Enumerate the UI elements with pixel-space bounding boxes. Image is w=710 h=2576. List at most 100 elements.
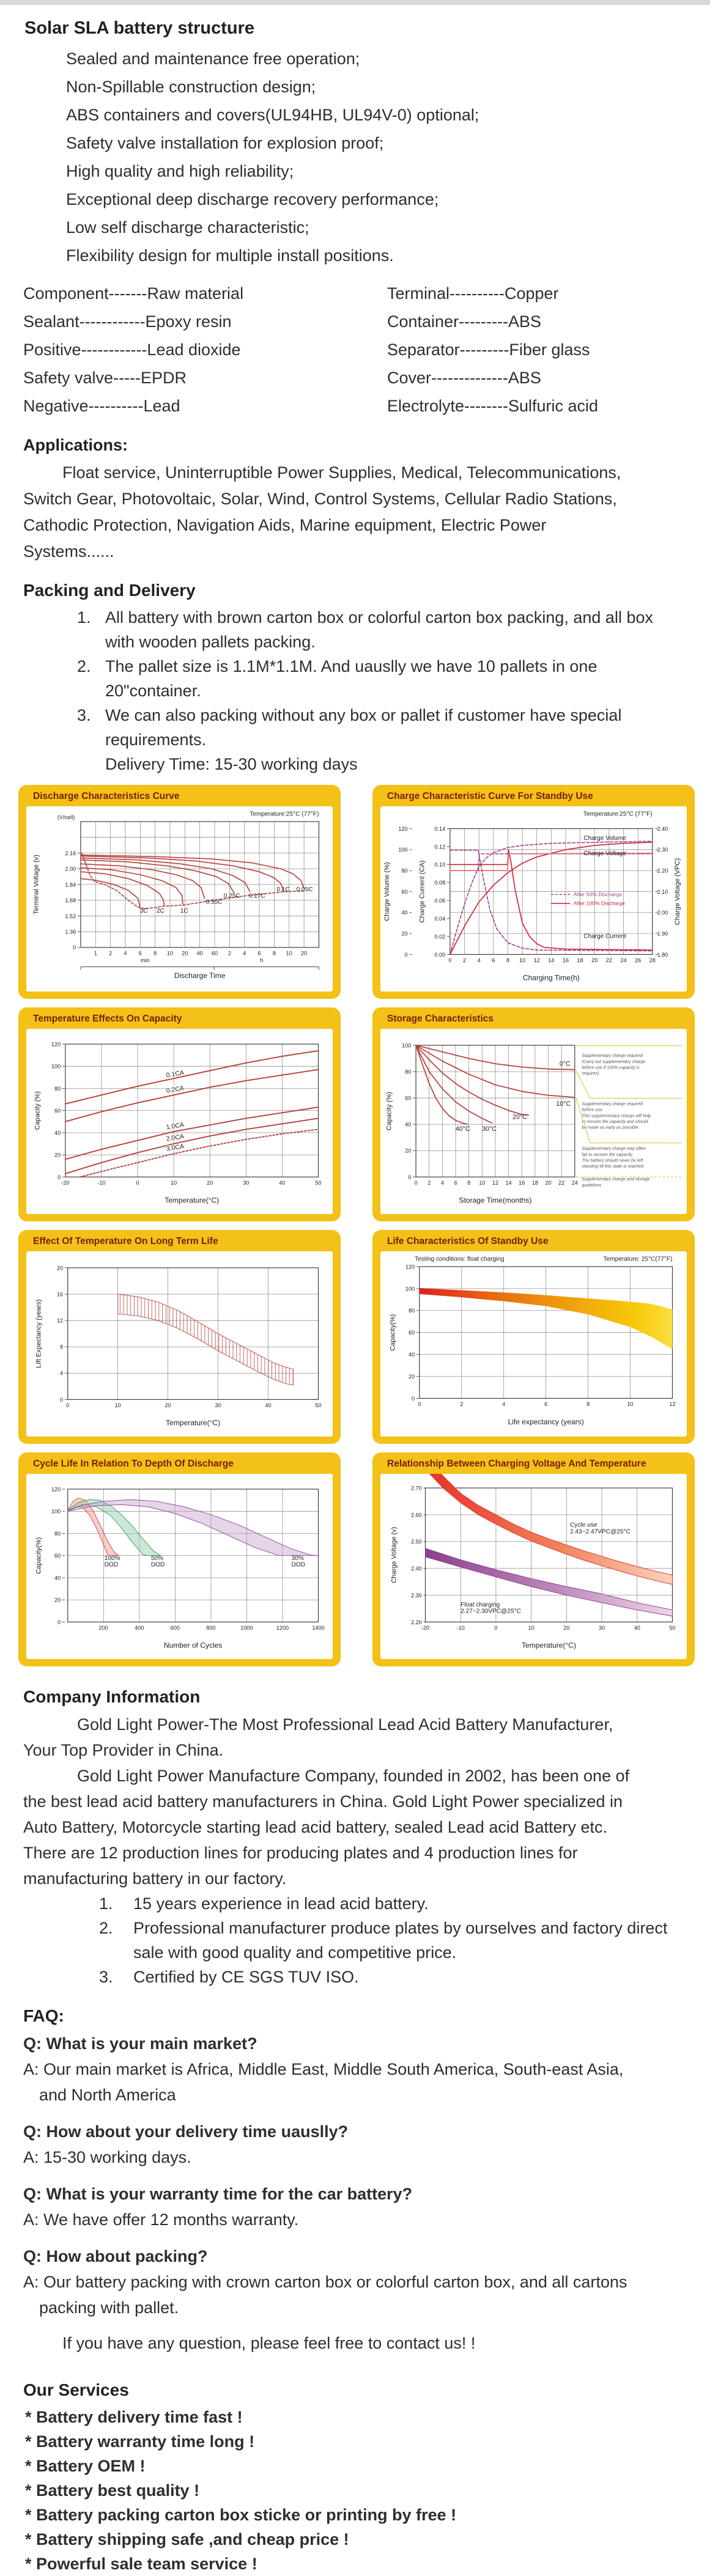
chart-panel-effect-temperature-long-term-life: Effect Of Temperature On Long Term Life 0… xyxy=(18,1230,341,1444)
chart-title: Effect Of Temperature On Long Term Life xyxy=(33,1236,218,1246)
svg-text:8: 8 xyxy=(467,1180,470,1186)
svg-text:40: 40 xyxy=(409,1352,415,1358)
text-line: Certified by CE SGS TUV ISO. xyxy=(133,1968,359,1986)
svg-text:Charge Voltage (v): Charge Voltage (v) xyxy=(390,1527,398,1583)
faq-heading: FAQ: xyxy=(23,2006,64,2025)
svg-text:2: 2 xyxy=(109,950,112,956)
svg-text:100: 100 xyxy=(51,1064,61,1070)
components-table: Component-------Raw material Sealant-----… xyxy=(23,279,710,420)
svg-text:100: 100 xyxy=(51,1509,61,1515)
svg-text:6: 6 xyxy=(492,957,495,963)
chart-cycle-life-depth-of-discharge: 200 400 600 800 1000 1200 1400 0 20 40 60 80 100 120 1… xyxy=(35,1486,324,1649)
svg-text:1200: 1200 xyxy=(276,1625,289,1631)
numbered-item: 3. We can also packing without any box or… xyxy=(77,703,710,752)
text-line: Cathodic Protection, Navigation Aids, Ma… xyxy=(23,516,547,534)
svg-text:2.16: 2.16 xyxy=(65,850,76,856)
text-line: Component-------Raw material xyxy=(23,284,244,303)
svg-text:Temperature: 25°C(77°F): Temperature: 25°C(77°F) xyxy=(604,1256,673,1262)
svg-text:100%DOD: 100% DOD xyxy=(105,1555,120,1569)
svg-text:4: 4 xyxy=(502,1401,505,1407)
top-divider-bar xyxy=(0,0,710,5)
text-line: Positive------------Lead dioxide xyxy=(23,340,241,359)
svg-text:0.1C: 0.1C xyxy=(276,886,289,893)
svg-text:26: 26 xyxy=(635,957,641,963)
svg-text:50%DOD: 50% DOD xyxy=(151,1555,165,1569)
svg-text:24: 24 xyxy=(572,1180,578,1186)
svg-text:0: 0 xyxy=(60,1397,63,1403)
text-line: A: 15-30 working days. xyxy=(23,2148,191,2166)
svg-text:40: 40 xyxy=(54,1130,61,1136)
text-line: Float service, Uninterruptible Power Sup… xyxy=(62,463,621,482)
svg-text:Charge Volume: Charge Volume xyxy=(583,835,626,842)
svg-text:1000: 1000 xyxy=(240,1625,253,1631)
svg-text:4: 4 xyxy=(441,1180,444,1186)
svg-text:2: 2 xyxy=(463,957,466,963)
text-line: All battery with brown carton box or col… xyxy=(105,608,653,627)
company-paragraphs: Gold Light Power-The Most Professional L… xyxy=(23,1712,710,1891)
svg-text:8: 8 xyxy=(273,950,276,956)
svg-text:0: 0 xyxy=(57,1619,61,1625)
text-line: Flexibility design for multiple install … xyxy=(66,246,394,265)
svg-text:10: 10 xyxy=(479,1180,485,1186)
text-line: Your Top Provider in China. xyxy=(23,1741,224,1759)
svg-text:60: 60 xyxy=(54,1108,61,1114)
svg-text:2.30: 2.30 xyxy=(411,1592,422,1599)
text-line: Separator---------Fiber glass xyxy=(387,340,590,359)
text-line: The pallet size is 1.1M*1.1M. And uausll… xyxy=(105,657,597,675)
svg-text:40: 40 xyxy=(54,1575,61,1581)
svg-text:Terminal Voltage (v): Terminal Voltage (v) xyxy=(33,855,40,914)
svg-text:Charge Current (CA): Charge Current (CA) xyxy=(419,861,426,923)
components-right-column: Terminal----------Copper Container-------… xyxy=(387,279,598,420)
svg-text:8: 8 xyxy=(506,957,509,963)
svg-text:0: 0 xyxy=(494,1625,497,1631)
svg-text:1.36: 1.36 xyxy=(65,929,76,935)
text-line: Safety valve-----EPDR xyxy=(23,369,187,387)
faq-answer: A: Our main market is Africa, Middle Eas… xyxy=(23,2056,710,2108)
svg-text:100: 100 xyxy=(398,847,407,853)
text-line: requirements. xyxy=(105,730,207,749)
svg-text:Charging Time(h): Charging Time(h) xyxy=(523,974,580,982)
svg-text:2.60: 2.60 xyxy=(411,1512,422,1518)
services-list: * Battery delivery time fast ! * Battery … xyxy=(25,2405,710,2576)
chart-charge-standby: 0 2 4 6 8 10 12 14 16 18 20 22 24 26 28020406080100120… xyxy=(383,811,681,982)
text-line: manufacturing battery in our factory. xyxy=(23,1869,287,1888)
svg-text:8: 8 xyxy=(586,1401,590,1407)
company-heading: Company Information xyxy=(23,1687,201,1706)
svg-text:12: 12 xyxy=(534,957,540,963)
svg-text:20: 20 xyxy=(405,1148,411,1154)
faq-question: Q: How about packing? xyxy=(23,2247,208,2265)
svg-text:12: 12 xyxy=(669,1401,675,1407)
svg-text:40: 40 xyxy=(265,1402,271,1408)
svg-text:20: 20 xyxy=(409,1374,415,1380)
chart-title: Cycle Life In Relation To Depth Of Disch… xyxy=(33,1459,234,1469)
chart-panel-charging-voltage-vs-temperature: Relationship Between Charging Voltage An… xyxy=(372,1452,695,1666)
svg-text:20: 20 xyxy=(401,930,407,937)
faq-answer: A: 15-30 working days. xyxy=(23,2144,710,2170)
svg-text:Charge Voltage (VPC): Charge Voltage (VPC) xyxy=(674,858,681,925)
svg-text:-10: -10 xyxy=(97,1180,105,1186)
svg-text:Storage Time(months): Storage Time(months) xyxy=(459,1196,532,1205)
chart-panel-temperature-effects-capacity: Temperature Effects On Capacity -20 -10 0 10… xyxy=(18,1007,341,1221)
svg-text:16: 16 xyxy=(563,957,569,963)
packing-heading: Packing and Delivery xyxy=(23,581,196,600)
svg-text:1C: 1C xyxy=(180,908,188,914)
company-list: 1. 15 years experience in lead acid batte… xyxy=(99,1891,710,1989)
text-line: Negative----------Lead xyxy=(23,397,180,415)
svg-text:0: 0 xyxy=(66,1402,69,1408)
chart-panel-cycle-life-depth-of-discharge: Cycle Life In Relation To Depth Of Disch… xyxy=(18,1452,341,1666)
svg-text:0.14: 0.14 xyxy=(434,826,445,832)
svg-text:Lift Expectancy (years): Lift Expectancy (years) xyxy=(35,1299,42,1367)
svg-text:28: 28 xyxy=(649,957,656,963)
svg-text:20: 20 xyxy=(54,1152,61,1158)
svg-text:10: 10 xyxy=(167,950,173,956)
svg-text:60: 60 xyxy=(212,950,218,956)
svg-text:Discharge Time: Discharge Time xyxy=(174,971,226,980)
svg-text:2.40: 2.40 xyxy=(411,1566,422,1572)
faq-answer: A: Our battery packing with crown carton… xyxy=(23,2269,710,2320)
svg-text:24: 24 xyxy=(620,957,626,963)
faq-question: Q: What is your main market? xyxy=(23,2034,257,2053)
svg-text:0.12: 0.12 xyxy=(434,844,445,850)
chart-panel-life-characteristics-standby: Life Characteristics Of Standby Use 0 2 4 6 8… xyxy=(372,1230,695,1444)
